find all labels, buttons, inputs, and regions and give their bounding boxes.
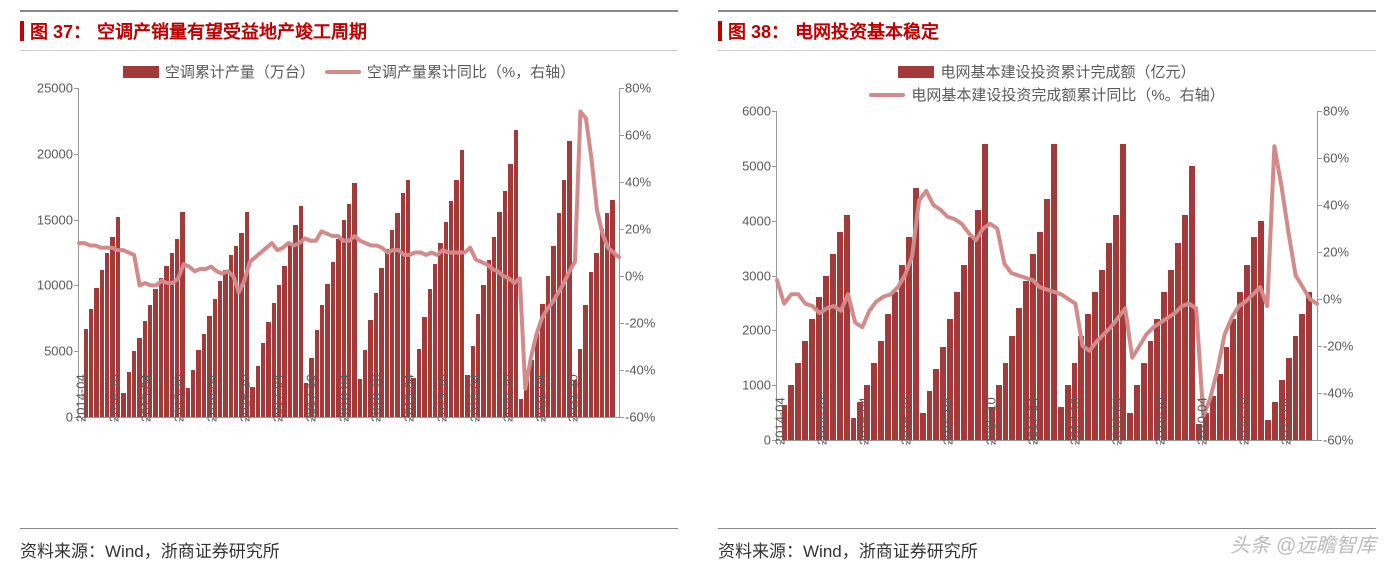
chart-wrap: 电网基本建设投资累计完成额（亿元）电网基本建设投资完成额累计同比（%。右轴） 0… bbox=[718, 51, 1376, 528]
chart-wrap: 空调累计产量（万台） 空调产量累计同比（%，右轴） 050001000015000… bbox=[20, 51, 678, 528]
x-tick-label: 2014-10 bbox=[814, 397, 829, 445]
x-tick-label: 2020-04 bbox=[1194, 397, 1209, 445]
legend-bar-label: 空调累计产量（万台） bbox=[165, 61, 315, 82]
x-tick-label: 2017-04 bbox=[270, 374, 285, 422]
x-tick-label: 2014-04 bbox=[772, 397, 787, 445]
x-tick-label: 2020-10 bbox=[500, 374, 515, 422]
bar-swatch-icon bbox=[123, 66, 159, 78]
x-tick-label: 2019-10 bbox=[435, 374, 450, 422]
source-text: 资料来源：Wind，浙商证券研究所 bbox=[718, 528, 1376, 562]
x-tick-label: 2016-10 bbox=[983, 397, 998, 445]
line-series bbox=[79, 88, 619, 417]
x-tick-label: 2017-10 bbox=[1068, 397, 1083, 445]
x-axis-labels: 2014-042014-102015-042015-102016-042016-… bbox=[776, 441, 1318, 521]
figure-label: 图 37： bbox=[30, 18, 91, 44]
x-tick-label: 2016-10 bbox=[237, 374, 252, 422]
x-axis-labels: 2014-042014-102015-042015-102016-042016-… bbox=[78, 418, 620, 498]
x-tick-label: 2018-04 bbox=[336, 374, 351, 422]
source-text: 资料来源：Wind，浙商证券研究所 bbox=[20, 528, 678, 562]
plot-area: 0500010000150002000025000-60%-40%-20%0%2… bbox=[78, 88, 620, 418]
x-tick-label: 2021-04 bbox=[1279, 397, 1294, 445]
title-row: 图 37： 空调产销量有望受益地产竣工周期 bbox=[20, 10, 678, 51]
legend-line-label: 空调产量累计同比（%，右轴） bbox=[367, 61, 575, 82]
x-tick-label: 2017-04 bbox=[1025, 397, 1040, 445]
x-tick-label: 2021-10 bbox=[566, 374, 581, 422]
bar-swatch-icon bbox=[898, 66, 934, 78]
y-left-tick-label: 25000 bbox=[37, 81, 79, 96]
legend-bar-label: 电网基本建设投资累计完成额（亿元） bbox=[940, 61, 1195, 82]
y-right-tick-label: -40% bbox=[1317, 386, 1353, 401]
x-tick-label: 2015-04 bbox=[139, 374, 154, 422]
y-right-tick-label: -40% bbox=[619, 363, 655, 378]
legend-item-line: 空调产量累计同比（%，右轴） bbox=[325, 61, 575, 82]
legend-item-bar: 空调累计产量（万台） bbox=[123, 61, 315, 82]
y-right-tick-label: -20% bbox=[1317, 339, 1353, 354]
title-row: 图 38： 电网投资基本稳定 bbox=[718, 10, 1376, 51]
x-tick-label: 2021-04 bbox=[533, 374, 548, 422]
x-tick-label: 2018-04 bbox=[1110, 397, 1125, 445]
line-swatch-icon bbox=[325, 70, 361, 74]
x-tick-label: 2019-04 bbox=[402, 374, 417, 422]
legend: 电网基本建设投资累计完成额（亿元）电网基本建设投资完成额累计同比（%。右轴） bbox=[718, 61, 1376, 105]
x-tick-label: 2020-10 bbox=[1237, 397, 1252, 445]
x-tick-label: 2015-04 bbox=[856, 397, 871, 445]
x-tick-label: 2015-10 bbox=[899, 397, 914, 445]
figure-label: 图 38： bbox=[728, 18, 789, 44]
legend-item-bar: 电网基本建设投资累计完成额（亿元） bbox=[898, 61, 1195, 82]
x-tick-label: 2014-10 bbox=[106, 374, 121, 422]
x-tick-label: 2017-10 bbox=[303, 374, 318, 422]
legend: 空调累计产量（万台） 空调产量累计同比（%，右轴） bbox=[20, 61, 678, 82]
y-right-tick-label: -20% bbox=[619, 316, 655, 331]
figure-title: 电网投资基本稳定 bbox=[795, 18, 939, 44]
y-left-tick-label: 15000 bbox=[37, 212, 79, 227]
x-tick-label: 2018-10 bbox=[369, 374, 384, 422]
x-tick-label: 2014-04 bbox=[73, 374, 88, 422]
panel-right: 图 38： 电网投资基本稳定 电网基本建设投资累计完成额（亿元）电网基本建设投资… bbox=[718, 10, 1376, 562]
y-right-tick-label: -60% bbox=[619, 410, 655, 425]
title-accent-bar bbox=[20, 21, 24, 41]
x-tick-label: 2015-10 bbox=[172, 374, 187, 422]
legend-line-label: 电网基本建设投资完成额累计同比（%。右轴） bbox=[911, 84, 1224, 105]
line-series bbox=[777, 111, 1317, 440]
y-left-tick-label: 10000 bbox=[37, 278, 79, 293]
x-tick-label: 2020-04 bbox=[467, 374, 482, 422]
line-swatch-icon bbox=[869, 93, 905, 97]
title-accent-bar bbox=[718, 21, 722, 41]
legend-item-line: 电网基本建设投资完成额累计同比（%。右轴） bbox=[869, 84, 1224, 105]
plot-area: 0100020003000400050006000-60%-40%-20%0%2… bbox=[776, 111, 1318, 441]
panel-left: 图 37： 空调产销量有望受益地产竣工周期 空调累计产量（万台） 空调产量累计同比… bbox=[20, 10, 678, 562]
figure-title: 空调产销量有望受益地产竣工周期 bbox=[97, 18, 367, 44]
x-tick-label: 2018-10 bbox=[1152, 397, 1167, 445]
y-left-tick-label: 20000 bbox=[37, 146, 79, 161]
y-right-tick-label: -60% bbox=[1317, 433, 1353, 448]
x-tick-label: 2016-04 bbox=[941, 397, 956, 445]
x-tick-label: 2016-04 bbox=[205, 374, 220, 422]
